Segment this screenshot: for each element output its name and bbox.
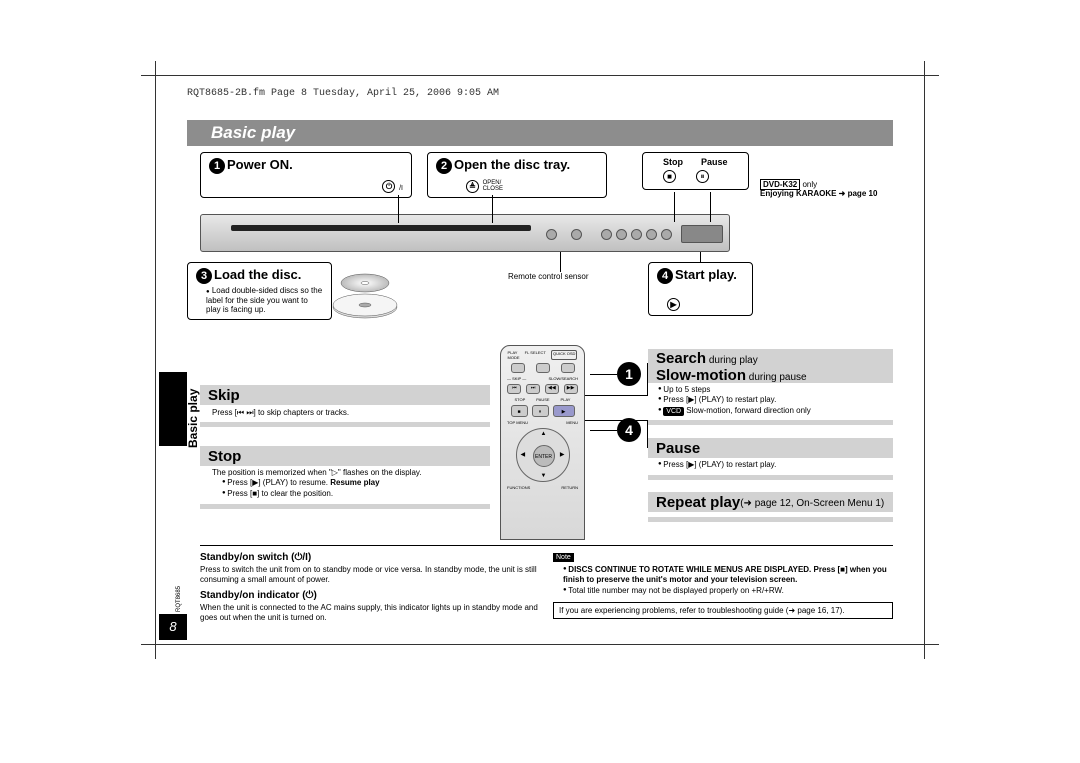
player-btn-1 — [546, 229, 557, 240]
r-btn-playmode — [511, 363, 525, 373]
play-icon: ▶ — [667, 298, 680, 311]
pause-icon: ⏸ — [696, 170, 709, 183]
standby-switch-title: Standby/on switch (⏻/I) — [200, 552, 540, 563]
r-btn-play: ▶ — [553, 405, 575, 417]
power-icon-label: /I — [399, 185, 403, 192]
r-btn-flselect — [536, 363, 550, 373]
stop-icon: ■ — [663, 170, 676, 183]
load-disc-note: Load double-sided discs so the label for… — [206, 286, 322, 315]
feature-skip-bar: Skip — [200, 385, 490, 405]
karaoke-note: Enjoying KARAOKE ➜ page 10 — [760, 189, 877, 198]
eject-label: OPEN/CLOSE — [483, 180, 503, 192]
remote-ref-4: 4 — [617, 418, 641, 442]
disc-slot — [231, 225, 531, 231]
feature-slowmo-title: Slow-motion — [656, 367, 746, 384]
player-panel — [681, 225, 723, 243]
bottom-section: Standby/on switch (⏻/I) Press to switch … — [200, 545, 893, 623]
side-tab — [159, 372, 187, 446]
callout-start-play: 4Start play. ▶ — [648, 262, 753, 316]
callout-num-2: 2 — [436, 158, 452, 174]
dvd-model-note: DVD-K32 only Enjoying KARAOKE ➜ page 10 — [760, 180, 877, 198]
disc-illustration — [330, 265, 400, 325]
callout-title-2: Open the disc tray. — [454, 157, 570, 172]
remote-dpad: ENTER ▲ ▼ ◀ ▶ — [516, 428, 570, 482]
power-icon: ⏻ — [382, 180, 395, 193]
callout-title-3: Load the disc. — [214, 267, 301, 282]
page-number: 8 — [159, 614, 187, 640]
feature-pause-title: Pause — [656, 440, 700, 457]
section-title: Basic play — [211, 123, 295, 143]
standby-indicator-title: Standby/on indicator (⏻) — [200, 590, 540, 601]
r-btn-stop: ■ — [511, 405, 528, 417]
feature-search-notes: Up to 5 steps Press [▶] (PLAY) to restar… — [648, 385, 893, 416]
callout-title-1: Power ON. — [227, 157, 293, 172]
stop-label: Stop — [663, 157, 683, 167]
r-btn-pause: ⏸ — [532, 405, 549, 417]
remote-enter: ENTER — [533, 445, 555, 467]
callout-power-on: 1Power ON. ⏻ /I — [200, 152, 412, 198]
feature-stop-notes: The position is memorized when "▷" flash… — [212, 468, 490, 499]
callout-num-3: 3 — [196, 268, 212, 284]
feature-repeat-title: Repeat play — [656, 494, 740, 511]
side-tab-text: Basic play — [186, 389, 200, 448]
sensor-label: Remote control sensor — [508, 272, 588, 281]
r-btn-quickosd — [561, 363, 575, 373]
feature-skip-title: Skip — [208, 387, 240, 404]
feature-search-bar: Search during play Slow-motion during pa… — [648, 349, 893, 383]
r-btn-skip-prev: ⏮ — [507, 384, 521, 394]
r-btn-rew: ◀◀ — [545, 384, 559, 394]
standby-indicator-text: When the unit is connected to the AC mai… — [200, 603, 540, 623]
feature-stop-title: Stop — [208, 448, 241, 465]
header-line: RQT8685-2B.fm Page 8 Tuesday, April 25, … — [155, 88, 499, 99]
note-tag: Note — [553, 553, 574, 562]
r-btn-skip-next: ⏭ — [526, 384, 540, 394]
feature-pause-bar: Pause — [648, 438, 893, 458]
eject-icon: ≜ — [466, 180, 479, 193]
feature-pause-notes: Press [▶] (PLAY) to restart play. — [648, 460, 893, 470]
player-btn-6 — [646, 229, 657, 240]
remote-ref-1: 1 — [617, 362, 641, 386]
standby-switch-text: Press to switch the unit from on to stan… — [200, 565, 540, 585]
player-btn-4 — [616, 229, 627, 240]
callout-num-1: 1 — [209, 158, 225, 174]
feature-search-title: Search — [656, 350, 706, 367]
doc-code: RQT8685 — [176, 586, 182, 612]
troubleshooting-box: If you are experiencing problems, refer … — [553, 602, 893, 619]
dvd-player-body — [200, 214, 730, 252]
player-btn-2 — [571, 229, 582, 240]
player-btn-5 — [631, 229, 642, 240]
callout-title-4: Start play. — [675, 267, 737, 282]
callout-load-disc: 3Load the disc. ● Load double-sided disc… — [187, 262, 332, 320]
stop-pause-box: Stop Pause ■ ⏸ — [642, 152, 749, 190]
callout-num-4: 4 — [657, 268, 673, 284]
callout-open-tray: 2Open the disc tray. ≜ OPEN/CLOSE — [427, 152, 607, 198]
feature-stop-bar: Stop — [200, 446, 490, 466]
feature-repeat-bar: Repeat play (➜ page 12, On-Screen Menu 1… — [648, 492, 893, 512]
remote-control: PLAYMODEFL SELECTQUICK OSD — SKIP —SLOW/… — [500, 345, 585, 540]
feature-skip-note: Press [⏮ ⏭] to skip chapters or tracks. — [212, 408, 349, 418]
player-btn-7 — [661, 229, 672, 240]
section-title-bar: Basic play — [187, 120, 893, 146]
player-btn-3 — [601, 229, 612, 240]
pause-label: Pause — [701, 157, 728, 167]
r-btn-ff: ▶▶ — [564, 384, 578, 394]
